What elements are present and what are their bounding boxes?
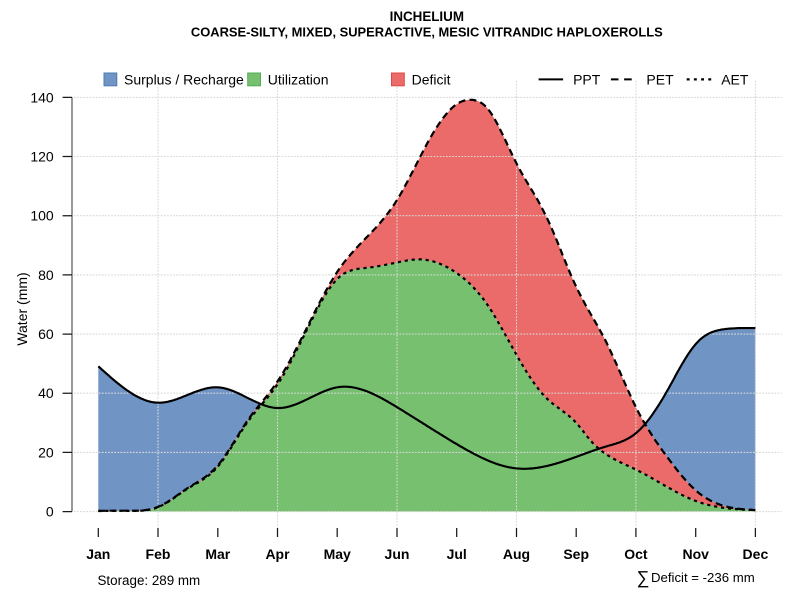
svg-text:60: 60 [38, 326, 54, 342]
svg-text:PPT: PPT [573, 72, 601, 88]
svg-text:0: 0 [46, 504, 54, 520]
svg-text:Oct: Oct [624, 546, 648, 562]
svg-text:Deficit: Deficit [412, 72, 451, 88]
svg-text:140: 140 [30, 89, 54, 105]
svg-text:Apr: Apr [265, 546, 290, 562]
svg-text:Deficit = -236 mm: Deficit = -236 mm [651, 570, 755, 585]
svg-text:80: 80 [38, 267, 54, 283]
svg-text:Jul: Jul [447, 546, 467, 562]
svg-text:Storage: 289 mm: Storage: 289 mm [98, 573, 201, 588]
svg-text:Jun: Jun [385, 546, 410, 562]
svg-text:Feb: Feb [146, 546, 171, 562]
svg-text:Mar: Mar [205, 546, 230, 562]
svg-text:Utilization: Utilization [268, 72, 329, 88]
svg-text:Surplus / Recharge: Surplus / Recharge [124, 72, 244, 88]
svg-text:AET: AET [721, 72, 749, 88]
svg-text:100: 100 [30, 208, 54, 224]
svg-text:∑: ∑ [637, 568, 650, 588]
svg-text:Jan: Jan [86, 546, 110, 562]
svg-text:Water (mm): Water (mm) [14, 272, 30, 345]
svg-text:20: 20 [38, 444, 54, 460]
svg-text:May: May [324, 546, 351, 562]
svg-text:Sep: Sep [563, 546, 589, 562]
svg-text:Nov: Nov [682, 546, 709, 562]
svg-text:PET: PET [646, 72, 674, 88]
svg-text:INCHELIUM: INCHELIUM [390, 9, 464, 24]
svg-text:Aug: Aug [503, 546, 530, 562]
svg-text:COARSE-SILTY, MIXED, SUPERACTI: COARSE-SILTY, MIXED, SUPERACTIVE, MESIC … [191, 24, 663, 39]
svg-text:120: 120 [30, 149, 54, 165]
svg-text:Dec: Dec [743, 546, 769, 562]
svg-text:40: 40 [38, 385, 54, 401]
